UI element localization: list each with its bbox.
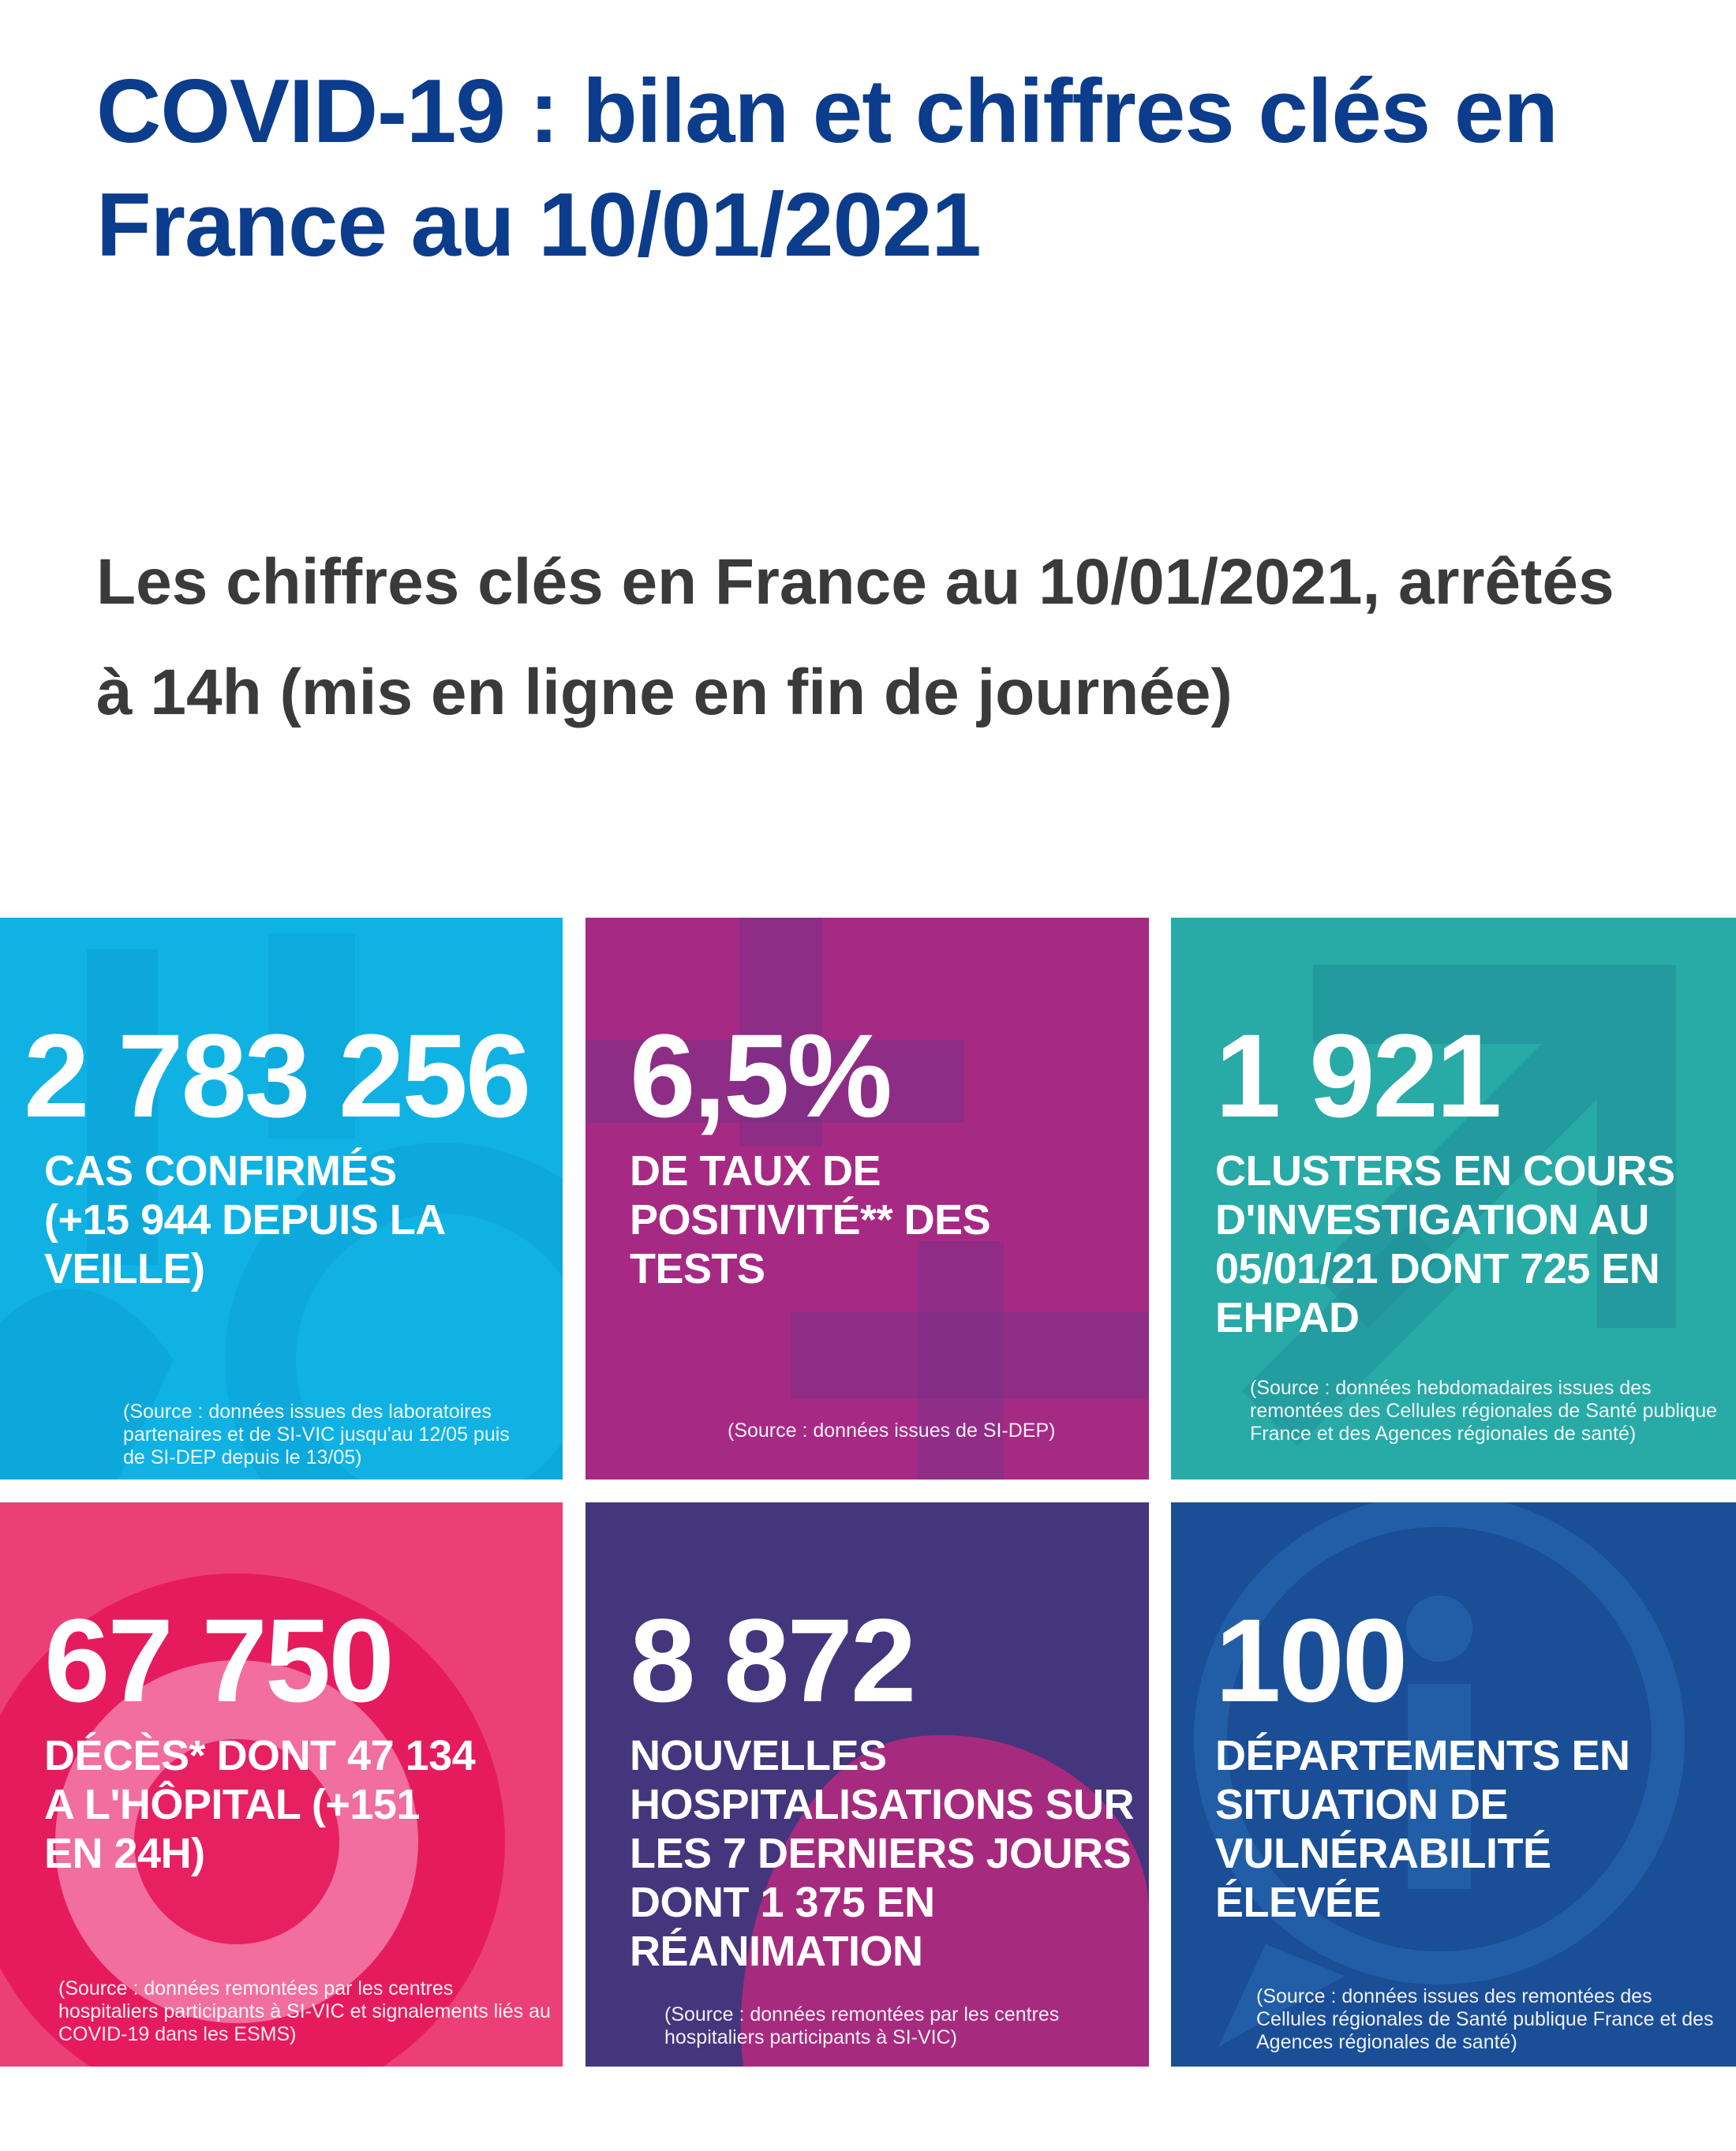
deces-source: (Source : données remontées par les cent… xyxy=(58,1977,551,2045)
clusters-source: (Source : données hebdomadaires issues d… xyxy=(1250,1377,1718,1445)
deces-label: DÉCÈS* DONT 47 134 A L'HÔPITAL (+151 EN … xyxy=(44,1732,476,1877)
departements-value: 100 xyxy=(1215,1594,1408,1726)
tile-taux-positivite: 6,5% DE TAUX DE POSITIVITÉ** DES TESTS (… xyxy=(586,918,1149,1480)
tile-hospitalisations: 8 872 NOUVELLES HOSPITALISATIONS SUR LES… xyxy=(586,1502,1149,2067)
taux-positivite-label: DE TAUX DE POSITIVITÉ** DES TESTS xyxy=(630,1147,991,1292)
tile-background-shape xyxy=(586,918,1149,1480)
page-title: COVID-19 : bilan et chiffres clés en Fra… xyxy=(96,62,1558,275)
tile-clusters: 1 921 CLUSTERS EN COURS D'INVESTIGATION … xyxy=(1171,918,1736,1480)
hospitalisations-label: NOUVELLES HOSPITALISATIONS SUR LES 7 DER… xyxy=(630,1732,1135,1975)
hospitalisations-value: 8 872 xyxy=(630,1594,916,1726)
page-subtitle: Les chiffres clés en France au 10/01/202… xyxy=(96,546,1614,728)
clusters-label: CLUSTERS EN COURS D'INVESTIGATION AU 05/… xyxy=(1215,1147,1675,1341)
cas-confirmes-source: (Source : données issues des laboratoire… xyxy=(123,1401,510,1468)
tile-departements: 100 DÉPARTEMENTS EN SITUATION DE VULNÉRA… xyxy=(1171,1502,1736,2067)
departements-source: (Source : données issues des remontées d… xyxy=(1256,1985,1714,2053)
clusters-value: 1 921 xyxy=(1215,1009,1502,1142)
tile-background-shape xyxy=(1194,1502,1685,2047)
cas-confirmes-value: 2 783 256 xyxy=(24,1009,531,1142)
tile-background-shape xyxy=(0,933,563,1480)
departements-label: DÉPARTEMENTS EN SITUATION DE VULNÉRABILI… xyxy=(1215,1732,1630,1926)
tile-cas-confirmes: 2 783 256 CAS CONFIRMÉS (+15 944 DEPUIS … xyxy=(0,918,563,1480)
tile-background-shape xyxy=(1242,965,1676,1446)
hospitalisations-source: (Source : données remontées par les cent… xyxy=(664,2003,1060,2048)
tile-deces: 67 750 DÉCÈS* DONT 47 134 A L'HÔPITAL (+… xyxy=(0,1502,563,2067)
taux-positivite-source: (Source : données issues de SI-DEP) xyxy=(728,1420,1056,1442)
deces-value: 67 750 xyxy=(44,1594,395,1726)
tile-background-shape xyxy=(740,1735,1149,2067)
cas-confirmes-label: CAS CONFIRMÉS (+15 944 DEPUIS LA VEILLE) xyxy=(44,1147,444,1292)
tile-background-shape xyxy=(0,1573,505,2067)
taux-positivite-value: 6,5% xyxy=(630,1009,892,1142)
